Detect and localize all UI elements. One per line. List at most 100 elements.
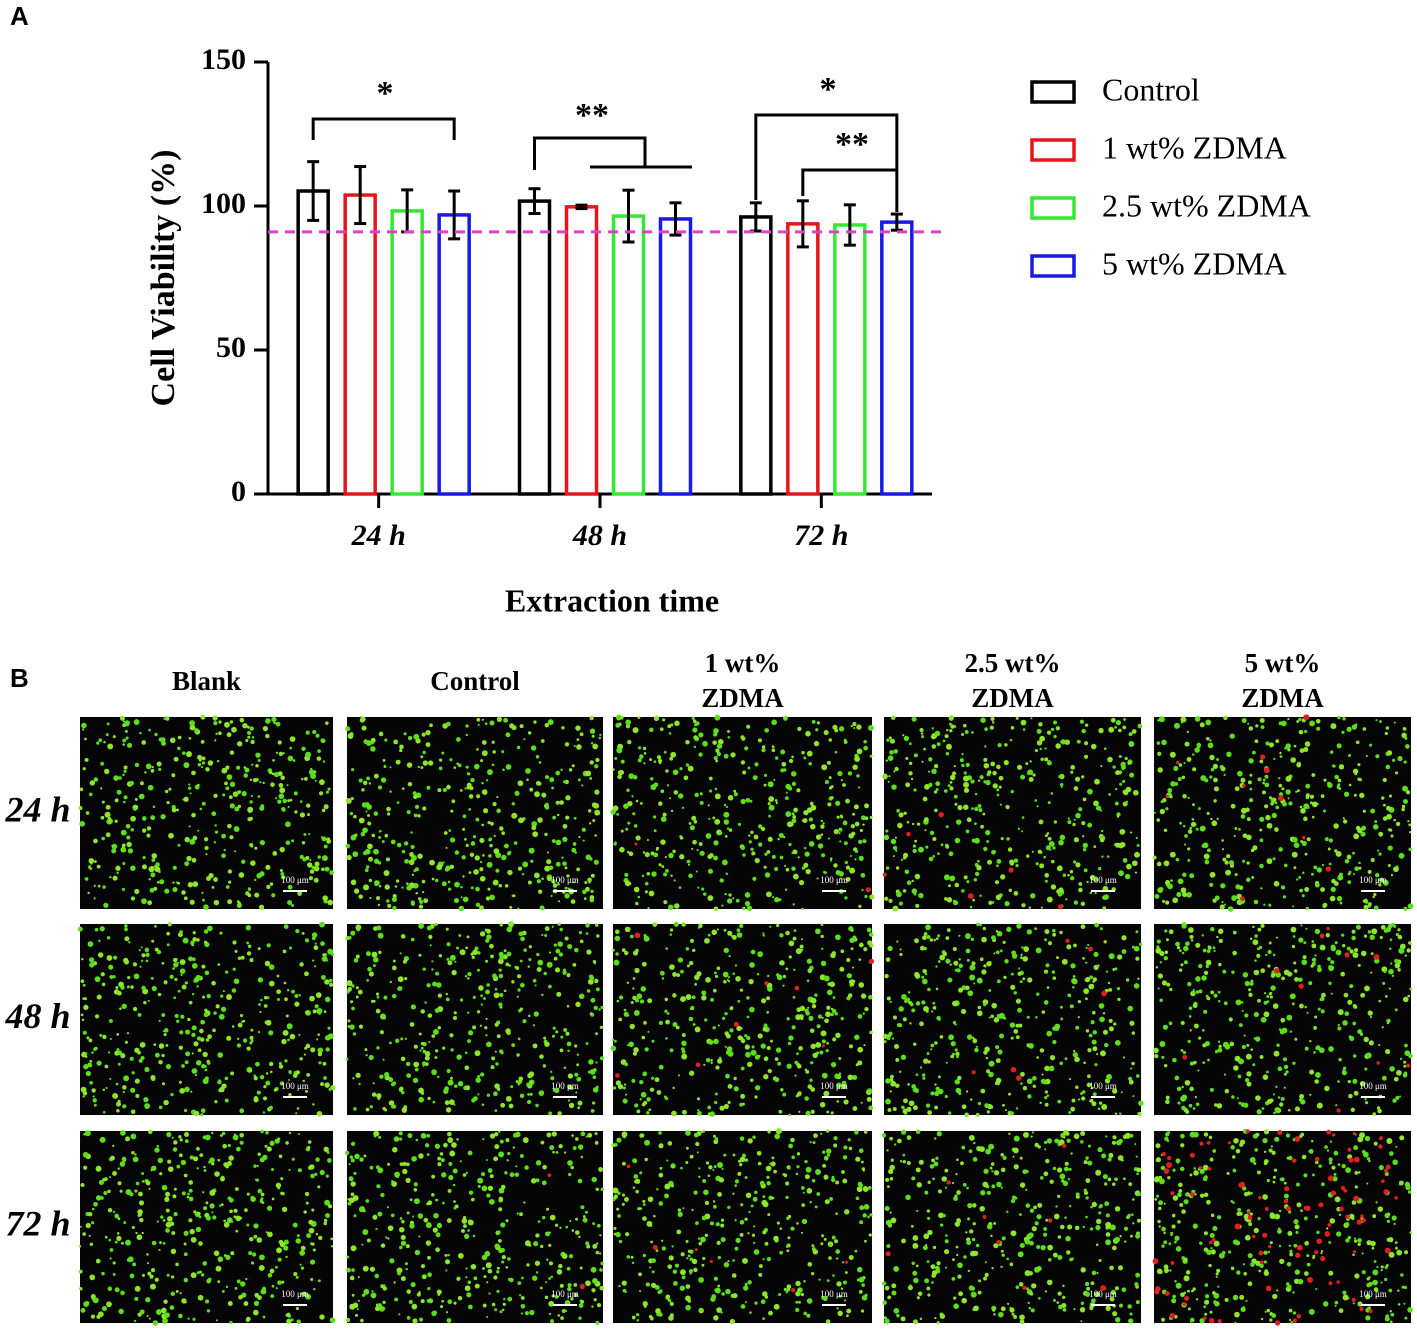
cell-dot bbox=[688, 1016, 694, 1022]
cell-dot bbox=[479, 905, 484, 911]
cell-dot bbox=[442, 1201, 445, 1205]
cell-dot bbox=[541, 877, 544, 881]
cell-dot bbox=[1109, 728, 1113, 733]
cell-dot bbox=[928, 782, 933, 787]
cell-dot bbox=[572, 1146, 577, 1150]
cell-dot bbox=[161, 1013, 166, 1017]
cell-dot bbox=[400, 1056, 406, 1062]
cell-dot bbox=[780, 1088, 784, 1092]
cell-dot bbox=[138, 1200, 145, 1206]
cell-dot bbox=[257, 1188, 263, 1194]
cell-dot bbox=[1157, 767, 1163, 773]
cell-dot bbox=[782, 974, 787, 979]
cell-dot bbox=[995, 950, 1000, 955]
cell-dot bbox=[949, 729, 953, 733]
cell-dot bbox=[644, 852, 650, 858]
cell-dot bbox=[1131, 729, 1137, 734]
cell-dot bbox=[182, 751, 186, 755]
cell-dot bbox=[249, 816, 253, 821]
cell-dot bbox=[974, 871, 980, 877]
cell-dot bbox=[413, 1061, 420, 1068]
cell-dot bbox=[1243, 1034, 1246, 1037]
cell-dot bbox=[411, 1156, 417, 1162]
cell-dot bbox=[595, 1085, 599, 1089]
cell-dot bbox=[1207, 945, 1211, 949]
cell-dot bbox=[1008, 888, 1012, 893]
cell-dot bbox=[757, 738, 762, 743]
legend-label: Control bbox=[1102, 71, 1200, 107]
cell-dot bbox=[205, 1299, 210, 1304]
cell-dot bbox=[688, 960, 694, 966]
cell-dot bbox=[91, 1051, 94, 1054]
cell-dot bbox=[625, 724, 630, 729]
cell-dot bbox=[346, 854, 352, 861]
cell-dot bbox=[1377, 849, 1380, 852]
cell-dot bbox=[1205, 964, 1209, 969]
cell-dot bbox=[1185, 1109, 1190, 1114]
cell-dot bbox=[808, 762, 813, 766]
cell-dot bbox=[1099, 837, 1105, 843]
cell-dot bbox=[862, 823, 865, 826]
cell-dot bbox=[1101, 1104, 1108, 1110]
cell-dot bbox=[1209, 775, 1213, 779]
cell-dot bbox=[106, 955, 113, 961]
cell-dot bbox=[178, 1153, 183, 1158]
cell-dot bbox=[231, 726, 237, 733]
cell-dot bbox=[613, 959, 620, 966]
cell-dot bbox=[1046, 1094, 1050, 1097]
cell-dot bbox=[930, 1043, 935, 1048]
cell-dot bbox=[948, 884, 951, 888]
cell-dot bbox=[1108, 953, 1115, 960]
cell-dot bbox=[459, 998, 464, 1002]
cell-dot bbox=[1026, 1015, 1030, 1019]
cell-dot bbox=[820, 833, 824, 837]
cell-dot bbox=[78, 1269, 83, 1274]
cell-dot bbox=[771, 748, 776, 753]
cell-dot bbox=[317, 1185, 321, 1189]
cell-dot bbox=[257, 795, 261, 798]
cell-dot bbox=[485, 1017, 488, 1020]
cell-dot bbox=[299, 854, 304, 860]
cell-dot bbox=[299, 1250, 306, 1256]
cell-dot bbox=[1385, 764, 1391, 770]
cell-dot bbox=[278, 1154, 283, 1159]
cell-dot bbox=[179, 1088, 185, 1094]
cell-dot bbox=[507, 869, 513, 876]
cell-dot bbox=[491, 1302, 496, 1307]
cell-dot bbox=[788, 955, 792, 959]
cell-dot bbox=[234, 1187, 239, 1191]
cell-dot bbox=[104, 768, 110, 775]
cell-dot bbox=[365, 1053, 368, 1057]
cell-dot bbox=[130, 1109, 136, 1115]
cell-dot bbox=[636, 1109, 641, 1114]
cell-dot bbox=[1293, 961, 1297, 965]
cell-dot bbox=[268, 1030, 274, 1036]
cell-dot bbox=[946, 897, 953, 903]
cell-dot bbox=[355, 1072, 361, 1078]
cell-dot bbox=[1311, 957, 1317, 962]
cell-dot bbox=[821, 1016, 824, 1019]
cell-dot bbox=[1314, 1079, 1320, 1084]
cell-dot bbox=[251, 763, 254, 766]
cell-dot bbox=[1051, 859, 1055, 864]
cell-dot bbox=[321, 808, 326, 813]
cell-dot bbox=[275, 1265, 278, 1269]
cell-dot bbox=[550, 894, 553, 897]
cell-dot bbox=[1273, 880, 1280, 887]
cell-dot bbox=[1085, 946, 1088, 949]
cell-dot bbox=[1183, 960, 1188, 965]
cell-dot bbox=[301, 777, 304, 781]
cell-dot bbox=[679, 854, 685, 860]
cell-dot bbox=[564, 893, 570, 899]
cell-dot bbox=[1374, 820, 1378, 823]
cell-dot bbox=[154, 732, 158, 737]
cell-dot bbox=[115, 985, 119, 990]
cell-dot bbox=[969, 905, 973, 909]
cell-dot bbox=[317, 749, 321, 753]
cell-dot bbox=[259, 1254, 265, 1261]
cell-dot bbox=[303, 1053, 306, 1056]
cell-dot bbox=[990, 716, 995, 721]
cell-dot bbox=[511, 1043, 516, 1048]
cell-dot bbox=[1316, 967, 1322, 973]
cell-dot bbox=[740, 760, 746, 765]
